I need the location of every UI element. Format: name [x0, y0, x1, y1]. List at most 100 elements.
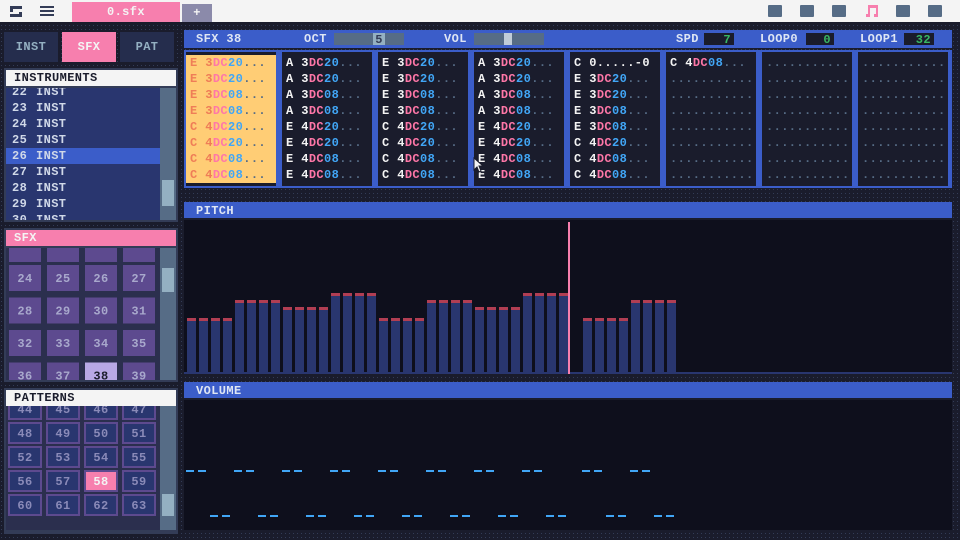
tracker-cell[interactable]: E 4DC20... — [286, 136, 362, 150]
mode-tab[interactable] — [62, 32, 116, 62]
tracker-cell[interactable]: A 3DC20... — [478, 72, 554, 86]
mode-tab-label[interactable]: PAT — [136, 40, 159, 54]
instrument-name[interactable]: INST — [36, 133, 66, 147]
sfx-tile[interactable] — [123, 297, 155, 324]
loop0-value[interactable]: 0 — [823, 33, 831, 47]
tracker-cell[interactable]: ........... — [766, 88, 850, 102]
tools-icon[interactable] — [928, 5, 942, 17]
sfx-number[interactable]: 38 — [93, 370, 108, 384]
tracker-cell[interactable]: ........... — [862, 88, 946, 102]
pattern-tile[interactable] — [46, 399, 80, 420]
new-tab-label[interactable]: + — [193, 6, 201, 20]
tracker-cell[interactable]: E 4DC08... — [478, 168, 554, 182]
sfx-tile[interactable] — [9, 330, 41, 356]
instrument-number[interactable]: 24 — [12, 117, 27, 131]
pattern-tile[interactable] — [46, 470, 80, 492]
pattern-tile[interactable] — [122, 470, 156, 492]
tracker-cell[interactable]: C 4DC08... — [670, 56, 746, 70]
tracker-cell[interactable]: ........... — [670, 152, 754, 166]
sfx-tile[interactable] — [47, 362, 79, 389]
tracker-cell[interactable]: E 3DC08... — [574, 120, 650, 134]
tracker-cell[interactable]: E 3DC20... — [382, 56, 458, 70]
pattern-tile[interactable] — [8, 399, 42, 420]
sfx-number[interactable]: 26 — [93, 272, 108, 286]
sfx-tile[interactable] — [9, 265, 41, 291]
tracker-cell[interactable]: C 4DC08... — [382, 168, 458, 182]
pattern-tile[interactable] — [84, 470, 118, 492]
tracker-cell[interactable]: ........... — [670, 120, 754, 134]
instrument-number[interactable]: 22 — [12, 85, 27, 99]
pattern-tile[interactable] — [46, 422, 80, 444]
tracker-cell[interactable]: C 4DC08... — [574, 168, 650, 182]
sfx-number[interactable]: 33 — [55, 337, 70, 351]
sfx-number[interactable]: 34 — [93, 337, 108, 351]
file-tab-label[interactable]: 0.sfx — [107, 5, 145, 19]
world-icon[interactable] — [896, 5, 910, 17]
tracker-cell[interactable]: ........... — [766, 56, 850, 70]
instrument-name[interactable]: INST — [36, 181, 66, 195]
pattern-tile[interactable] — [84, 399, 118, 420]
mode-tab[interactable] — [4, 32, 58, 62]
loop1-box[interactable] — [904, 33, 934, 45]
tracker-cell[interactable]: E 3DC08... — [574, 104, 650, 118]
pattern-tile[interactable] — [8, 422, 42, 444]
tracker-cell[interactable]: ........... — [862, 152, 946, 166]
sfx-number[interactable]: 32 — [17, 337, 32, 351]
tracker-cell[interactable]: E 3DC08... — [382, 104, 458, 118]
sprite-icon[interactable] — [800, 5, 814, 17]
tracker-cell[interactable]: A 3DC20... — [478, 56, 554, 70]
tracker-cell[interactable]: A 3DC08... — [478, 88, 554, 102]
loop0-box[interactable] — [806, 33, 834, 45]
tracker-cell[interactable]: E 4DC20... — [478, 120, 554, 134]
tracker-cell[interactable]: ........... — [766, 136, 850, 150]
sfx-number[interactable]: 37 — [55, 370, 70, 384]
pattern-number[interactable]: 55 — [131, 451, 146, 465]
sfx-tile[interactable] — [123, 330, 155, 356]
sfx-tile[interactable] — [47, 330, 79, 356]
pattern-tile[interactable] — [84, 422, 118, 444]
pattern-number[interactable]: 59 — [131, 475, 146, 489]
tracker-cell[interactable]: ........... — [862, 168, 946, 182]
tracker-cell[interactable]: E 3DC08... — [382, 88, 458, 102]
tracker-cell[interactable]: ........... — [766, 120, 850, 134]
tracker-cell[interactable]: ........... — [862, 136, 946, 150]
sfx-number[interactable]: 24 — [17, 272, 32, 286]
sfx-tile[interactable] — [85, 297, 117, 324]
pattern-number[interactable]: 58 — [93, 475, 108, 489]
instrument-number[interactable]: 26 — [12, 149, 27, 163]
instruments-scroll-thumb[interactable] — [162, 180, 174, 206]
tracker-cell[interactable]: ........... — [670, 104, 754, 118]
oct-slider[interactable] — [334, 33, 404, 45]
loop1-value[interactable]: 32 — [916, 33, 931, 47]
pattern-number[interactable]: 44 — [17, 403, 32, 417]
pattern-number[interactable]: 62 — [93, 499, 108, 513]
tracker-cell[interactable]: E 3DC20... — [190, 72, 266, 86]
pattern-number[interactable]: 60 — [17, 499, 32, 513]
instrument-name[interactable]: INST — [36, 165, 66, 179]
pattern-tile[interactable] — [122, 399, 156, 420]
tracker-cell[interactable]: E 3DC20... — [574, 72, 650, 86]
instrument-number[interactable]: 28 — [12, 181, 27, 195]
mode-tab[interactable] — [120, 32, 174, 62]
instrument-name[interactable]: INST — [36, 101, 66, 115]
tracker-cell[interactable]: ........... — [766, 152, 850, 166]
tracker-cell[interactable]: ........... — [766, 72, 850, 86]
sfx-tile[interactable] — [85, 330, 117, 356]
tracker-cell[interactable]: C 4DC20... — [382, 120, 458, 134]
instrument-number[interactable]: 30 — [12, 213, 27, 227]
code-icon[interactable] — [768, 5, 782, 17]
tracker-cell[interactable]: A 3DC20... — [286, 72, 362, 86]
mode-tab-label[interactable]: INST — [16, 40, 46, 54]
sfx-number[interactable]: 35 — [131, 337, 146, 351]
pattern-tile[interactable] — [122, 446, 156, 468]
tracker-cell[interactable]: A 3DC08... — [286, 104, 362, 118]
pattern-number[interactable]: 61 — [55, 499, 70, 513]
instrument-name[interactable]: INST — [36, 149, 66, 163]
tracker-cell[interactable]: E 3DC20... — [190, 56, 266, 70]
sfx-tile[interactable] — [9, 362, 41, 389]
sfx-number[interactable]: 36 — [17, 370, 32, 384]
pattern-number[interactable]: 45 — [55, 403, 70, 417]
tracker-cell[interactable]: ........... — [862, 104, 946, 118]
tracker-cell[interactable]: ........... — [670, 72, 754, 86]
instrument-number[interactable]: 25 — [12, 133, 27, 147]
